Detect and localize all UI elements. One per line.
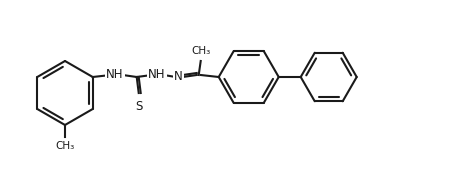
Text: S: S xyxy=(135,100,142,113)
Text: N: N xyxy=(174,70,183,83)
Text: CH₃: CH₃ xyxy=(55,141,75,151)
Text: NH: NH xyxy=(147,69,165,82)
Text: CH₃: CH₃ xyxy=(191,46,210,56)
Text: NH: NH xyxy=(106,69,123,82)
